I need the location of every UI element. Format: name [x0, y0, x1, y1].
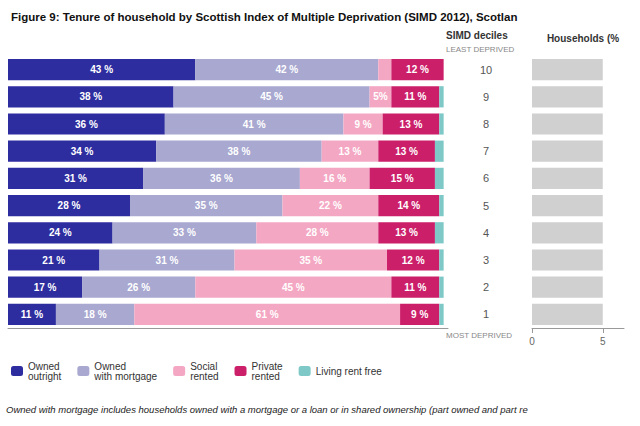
svg-text:11 %: 11 % — [404, 282, 426, 293]
svg-text:38 %: 38 % — [227, 146, 250, 157]
svg-text:31 %: 31 % — [64, 173, 87, 184]
svg-text:outright: outright — [28, 371, 62, 382]
svg-text:Figure 9: Tenure of household: Figure 9: Tenure of household by Scottis… — [11, 11, 517, 23]
svg-text:15 %: 15 % — [391, 173, 414, 184]
svg-text:5: 5 — [483, 200, 489, 212]
svg-text:14 %: 14 % — [397, 200, 420, 211]
svg-text:5: 5 — [600, 336, 606, 347]
svg-text:6: 6 — [483, 172, 489, 184]
svg-text:17 %: 17 % — [34, 282, 57, 293]
svg-text:10: 10 — [480, 64, 492, 76]
svg-text:Owned: Owned — [28, 360, 60, 372]
svg-text:34 %: 34 % — [71, 146, 94, 157]
svg-text:31 %: 31 % — [156, 255, 179, 266]
svg-text:11 %: 11 % — [21, 309, 43, 320]
svg-text:36 %: 36 % — [75, 119, 98, 130]
svg-text:11 %: 11 % — [404, 91, 426, 102]
svg-text:2: 2 — [483, 281, 489, 293]
svg-text:0: 0 — [529, 336, 535, 347]
svg-text:Private: Private — [251, 360, 283, 372]
svg-text:33 %: 33 % — [173, 227, 196, 238]
svg-text:9 %: 9 % — [354, 119, 371, 130]
svg-text:5%: 5% — [373, 91, 388, 102]
svg-text:Owned with mortgage includes h: Owned with mortgage includes households … — [6, 404, 528, 415]
svg-text:21 %: 21 % — [42, 255, 65, 266]
svg-text:Owned: Owned — [94, 360, 126, 372]
svg-text:13 %: 13 % — [395, 146, 418, 157]
svg-text:22 %: 22 % — [319, 200, 342, 211]
svg-text:18 %: 18 % — [84, 309, 107, 320]
svg-text:7: 7 — [483, 145, 489, 157]
svg-text:9: 9 — [483, 91, 489, 103]
svg-text:36 %: 36 % — [210, 173, 233, 184]
svg-text:35 %: 35 % — [195, 200, 218, 211]
svg-text:12 %: 12 % — [406, 64, 429, 75]
svg-text:41 %: 41 % — [243, 119, 266, 130]
svg-text:13 %: 13 % — [339, 146, 362, 157]
svg-text:35 %: 35 % — [299, 255, 322, 266]
svg-text:rented: rented — [190, 371, 218, 382]
svg-text:42 %: 42 % — [275, 64, 298, 75]
svg-text:3: 3 — [483, 254, 489, 266]
svg-text:12 %: 12 % — [402, 255, 425, 266]
svg-text:45 %: 45 % — [282, 282, 305, 293]
svg-text:26 %: 26 % — [127, 282, 150, 293]
svg-text:28 %: 28 % — [306, 227, 329, 238]
svg-text:Social: Social — [190, 360, 218, 372]
svg-text:13 %: 13 % — [395, 227, 418, 238]
svg-text:1: 1 — [483, 308, 489, 320]
svg-text:SIMD deciles: SIMD deciles — [446, 30, 508, 41]
svg-text:Households (%: Households (% — [547, 33, 619, 44]
svg-text:8: 8 — [483, 118, 489, 130]
svg-text:rented: rented — [252, 371, 280, 382]
svg-text:9 %: 9 % — [411, 309, 428, 320]
svg-text:38 %: 38 % — [79, 91, 102, 102]
svg-text:4: 4 — [483, 227, 489, 239]
svg-text:16 %: 16 % — [323, 173, 346, 184]
svg-text:MOST DEPRIVED: MOST DEPRIVED — [446, 331, 512, 340]
svg-text:24 %: 24 % — [49, 227, 72, 238]
svg-text:43 %: 43 % — [90, 64, 113, 75]
svg-text:13 %: 13 % — [400, 119, 423, 130]
svg-text:28 %: 28 % — [58, 200, 81, 211]
svg-text:Living rent free: Living rent free — [316, 366, 383, 377]
svg-text:LEAST DEPRIVED: LEAST DEPRIVED — [446, 45, 515, 54]
svg-text:61 %: 61 % — [256, 309, 279, 320]
svg-text:with mortgage: with mortgage — [93, 371, 157, 382]
svg-text:45 %: 45 % — [260, 91, 283, 102]
